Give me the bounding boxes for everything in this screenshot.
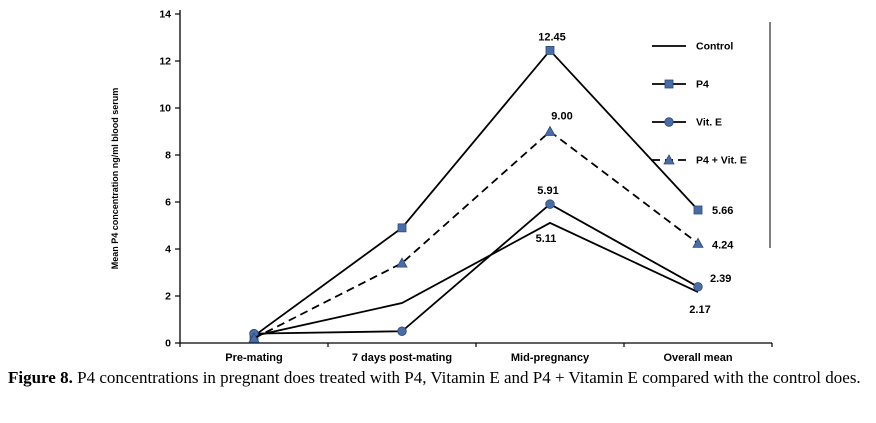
legend-label: Vit. E [696,117,722,129]
marker-circle [693,282,703,292]
x-category-label: Overall mean [663,352,732,364]
marker-square [693,205,703,215]
legend-marker [663,154,675,165]
marker-triangle [396,257,408,268]
data-label: 9.00 [551,111,572,123]
series-line-0 [253,221,699,337]
figure-caption-label: Figure 8. [8,368,73,387]
legend-marker [664,79,674,89]
marker-square [397,223,407,233]
y-tick-label: 8 [165,150,171,162]
marker-triangle [544,125,556,136]
x-category-label: Mid-pregnancy [511,352,590,364]
marker-triangle [248,332,260,343]
marker-circle [397,326,407,336]
y-tick-label: 14 [159,9,171,21]
x-category-label: 7 days post-mating [352,352,452,364]
y-tick-label: 12 [159,56,171,68]
data-label: 12.45 [538,31,566,43]
data-label: 2.17 [689,304,710,316]
series-line-3 [253,130,699,340]
y-tick-label: 0 [165,338,171,350]
series-line-2 [253,203,699,335]
legend-label: Control [696,41,733,53]
y-tick-label: 2 [165,291,171,303]
y-axis-title: Mean P4 concentration ng/ml blood serum [110,88,120,270]
data-label: 5.66 [712,205,733,217]
y-tick-label: 4 [165,244,171,256]
data-label: 2.39 [710,273,731,285]
figure-caption-text: P4 concentrations in pregnant does treat… [72,368,861,387]
legend-label: P4 [696,79,709,91]
x-category-label: Pre-mating [225,352,282,364]
p4-line-chart: 0 2 4 6 8 10 12 14 Pre-mating 7 days post-mating M… [110,9,773,364]
y-tick-label: 6 [165,197,171,209]
legend-label: P4 + Vit. E [696,155,747,167]
y-tick-label: 10 [159,103,171,115]
data-label: 5.91 [537,185,558,197]
figure-caption: Figure 8. P4 concentrations in pregnant … [0,366,876,390]
data-label: 4.24 [712,239,734,251]
marker-triangle [692,237,704,248]
marker-circle [545,199,555,209]
data-label: 5.11 [536,233,557,245]
series-line-1 [253,49,699,337]
legend-marker [664,117,674,127]
marker-square [545,46,555,55]
